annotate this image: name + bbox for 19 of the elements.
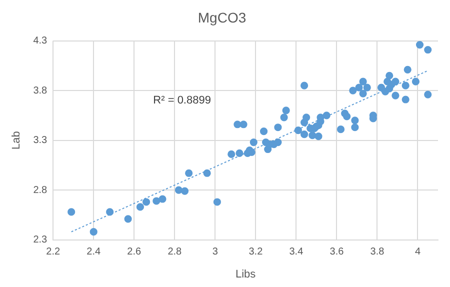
- x-tick-label: 4: [414, 246, 421, 258]
- x-tick-label: 3.8: [370, 246, 385, 258]
- x-tick-label: 3.2: [248, 246, 264, 258]
- x-tick-label: 3.4: [289, 246, 304, 258]
- x-tick-label: 2.8: [168, 246, 182, 258]
- x-tick-label: 3: [212, 246, 218, 258]
- x-tick-label: 3.6: [330, 246, 344, 258]
- x-tick-label: 2.2: [46, 246, 60, 258]
- y-tick-label: 2.3: [33, 234, 48, 246]
- y-tick-label: 3.3: [33, 135, 48, 146]
- x-tick-label: 2.4: [86, 246, 102, 258]
- y-tick-label: 3.8: [33, 85, 48, 96]
- x-axis-title: Libs: [235, 268, 256, 280]
- y-tick-label: 2.8: [33, 184, 48, 196]
- annotation: R² = 0.8899: [153, 94, 211, 107]
- x-tick-label: 2.6: [127, 246, 142, 258]
- chart-title: MgCO3: [198, 9, 246, 26]
- y-tick-label: 4.3: [33, 36, 48, 47]
- y-axis-title: Lab: [10, 131, 23, 150]
